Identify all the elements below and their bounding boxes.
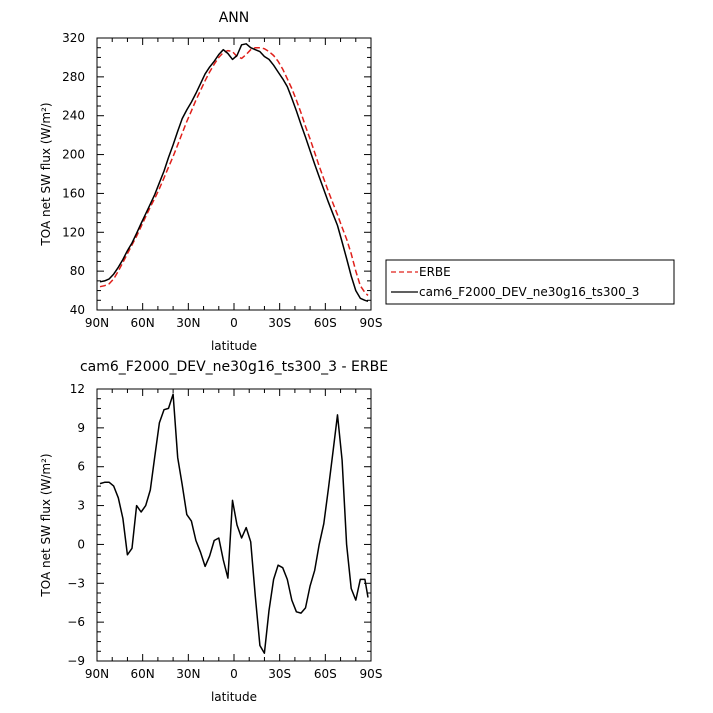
bottom-y-tick-label: 3 [77,499,85,513]
bottom-chart: cam6_F2000_DEV_ne30g16_ts300_3 - ERBE 90… [39,359,388,704]
bottom-x-axis-title: latitude [211,690,257,704]
top-x-tick-label: 0 [230,316,238,330]
top-y-tick-label: 280 [62,70,85,84]
top-x-tick-label: 30S [268,316,291,330]
bottom-y-tick-label: 9 [77,421,85,435]
top-x-tick-label: 60N [131,316,155,330]
bottom-y-tick-label: −6 [67,615,85,629]
top-y-tick-label: 80 [70,264,85,278]
top-x-tick-label: 90N [85,316,109,330]
legend: ERBE cam6_F2000_DEV_ne30g16_ts300_3 [385,259,675,305]
top-y-tick-label: 320 [62,31,85,45]
top-y-tick-label: 120 [62,225,85,239]
top-y-tick-label: 40 [70,303,85,317]
legend-box [385,259,675,305]
top-ticks: 90N 60N 30N 0 30S 60S 90S 40 80 120 160 200 240 280 32… [62,31,382,330]
top-series-line-1 [99,43,369,303]
top-series [99,43,369,303]
legend-label-model: cam6_F2000_DEV_ne30g16_ts300_3 [419,285,639,299]
bottom-y-tick-label: −3 [67,576,85,590]
top-y-tick-label: 160 [62,186,85,200]
bottom-x-tick-label: 30S [268,667,291,681]
top-chart-title: ANN [219,10,250,26]
top-y-tick-label: 240 [62,109,85,123]
bottom-x-tick-label: 60S [314,667,337,681]
top-plot-frame [96,37,372,311]
bottom-x-tick-label: 90N [85,667,109,681]
top-x-axis-title: latitude [211,339,257,353]
bottom-ticks: 90N 60N 30N 0 30S 60S 90S −9 −6 −3 0 3 6 9 12 [67,382,382,681]
top-x-tick-label: 30N [176,316,200,330]
top-x-tick-label: 90S [360,316,383,330]
bottom-y-tick-label: 6 [77,460,85,474]
bottom-x-tick-label: 90S [360,667,383,681]
top-chart: ANN 90N 60N 30N 0 30S 60S 90S 40 80 120 160 200 240 2… [39,10,382,353]
top-series-line-0 [99,46,369,296]
bottom-x-tick-label: 60N [131,667,155,681]
bottom-plot-frame [96,388,372,662]
bottom-series [99,393,369,654]
bottom-y-tick-label: 12 [70,382,85,396]
top-x-tick-label: 60S [314,316,337,330]
bottom-series-line-0 [99,393,369,654]
bottom-x-tick-label: 30N [176,667,200,681]
bottom-y-tick-label: 0 [77,537,85,551]
bottom-chart-title: cam6_F2000_DEV_ne30g16_ts300_3 - ERBE [80,359,388,375]
legend-label-erbe: ERBE [419,265,451,279]
top-y-axis-title: TOA net SW flux (W/m²) [39,102,53,246]
bottom-y-axis-title: TOA net SW flux (W/m²) [39,453,53,597]
bottom-x-tick-label: 0 [230,667,238,681]
bottom-y-tick-label: −9 [67,654,85,668]
top-y-tick-label: 200 [62,148,85,162]
